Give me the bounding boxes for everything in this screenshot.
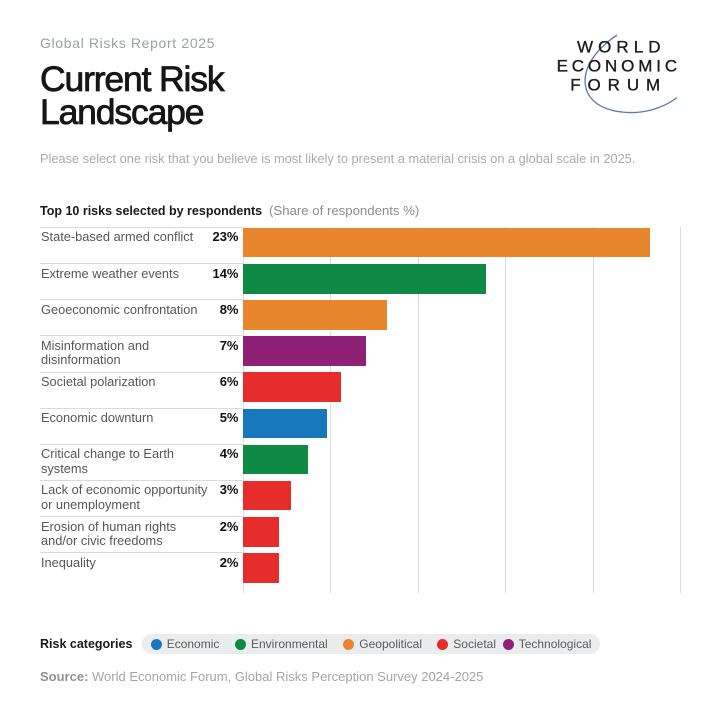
svg-text:ECONOMIC: ECONOMIC	[557, 56, 678, 75]
svg-text:FORUM: FORUM	[570, 76, 660, 95]
svg-text:WORLD: WORLD	[577, 37, 661, 56]
